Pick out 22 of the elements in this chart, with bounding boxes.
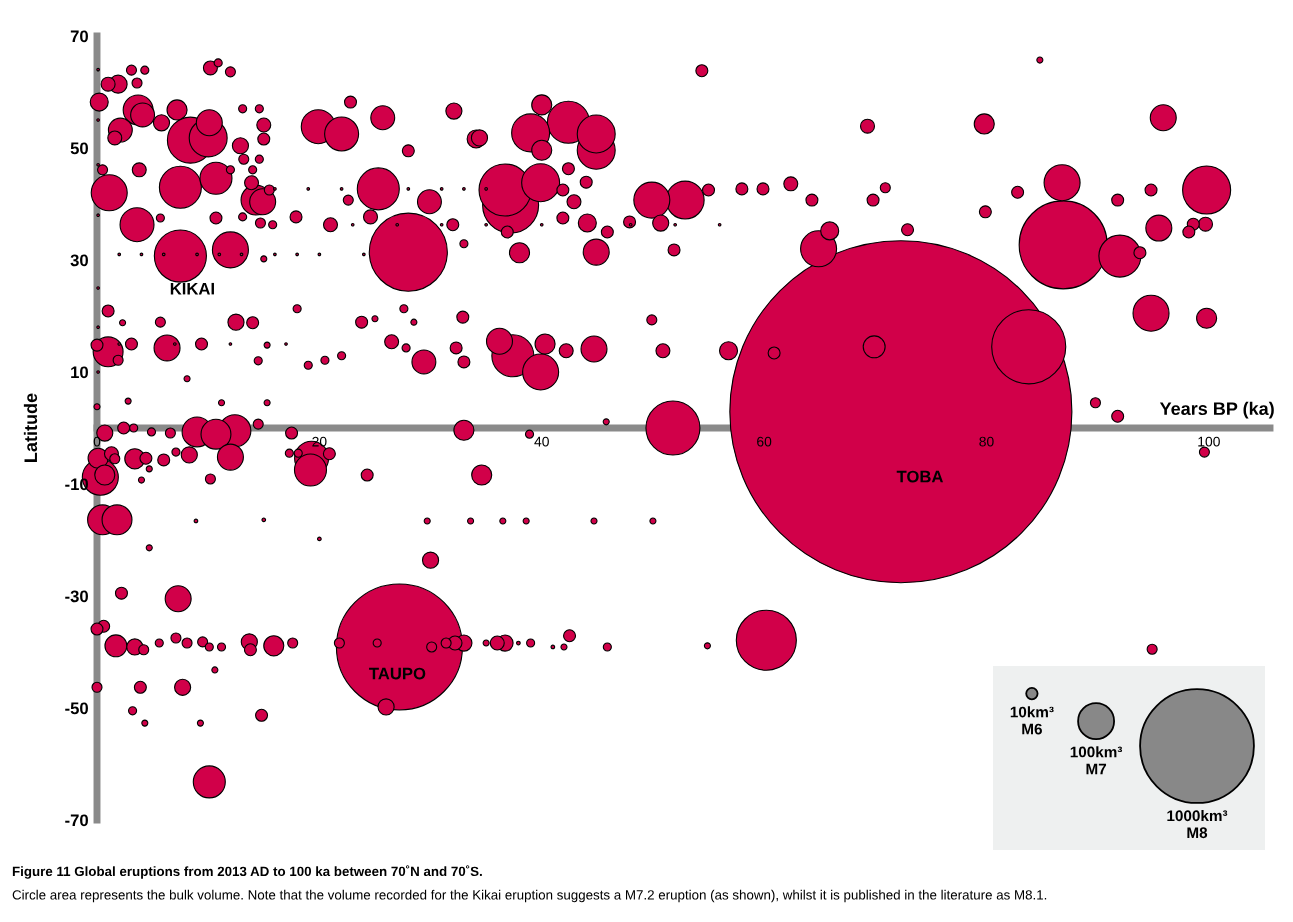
y-axis-title: Latitude — [23, 393, 38, 462]
x-axis-title: Years BP (ka) — [1159, 401, 1274, 419]
text: Circle area represents the bulk volume. Note that the volume recorded for the Kikai eruption suggests a M7.2 eruption (as shown), whilst it is published in the literature as M8.1. — [12, 889, 1047, 903]
x-tick-label: 100 — [1198, 436, 1220, 447]
x-tick-label: 60 — [757, 436, 772, 447]
y-tick-label: 30 — [70, 254, 88, 267]
legend-label: 100km³ M7 — [1070, 746, 1123, 775]
x-tick-label: 40 — [534, 436, 549, 447]
y-tick-label: -70 — [65, 814, 88, 827]
x-tick-label: 0 — [93, 436, 101, 447]
legend-label: 10km³ M6 — [1010, 706, 1054, 735]
x-tick-label: 80 — [979, 436, 994, 447]
legend-label: 1000km³ M8 — [1167, 809, 1228, 839]
caption: Figure 11 Global eruptions from 2013 AD to 100 ka between 70˚N and 70˚S. — [12, 865, 482, 879]
y-tick-label: 50 — [70, 142, 88, 155]
y-tick-label: 10 — [71, 366, 88, 379]
annotation: KIKAI — [170, 282, 214, 295]
y-tick-label: -30 — [65, 590, 88, 603]
y-tick-label: 70 — [70, 30, 88, 43]
annotation: TOBA — [896, 470, 944, 483]
y-tick-label: -50 — [65, 702, 88, 715]
annotation: TAUPO — [369, 667, 426, 680]
